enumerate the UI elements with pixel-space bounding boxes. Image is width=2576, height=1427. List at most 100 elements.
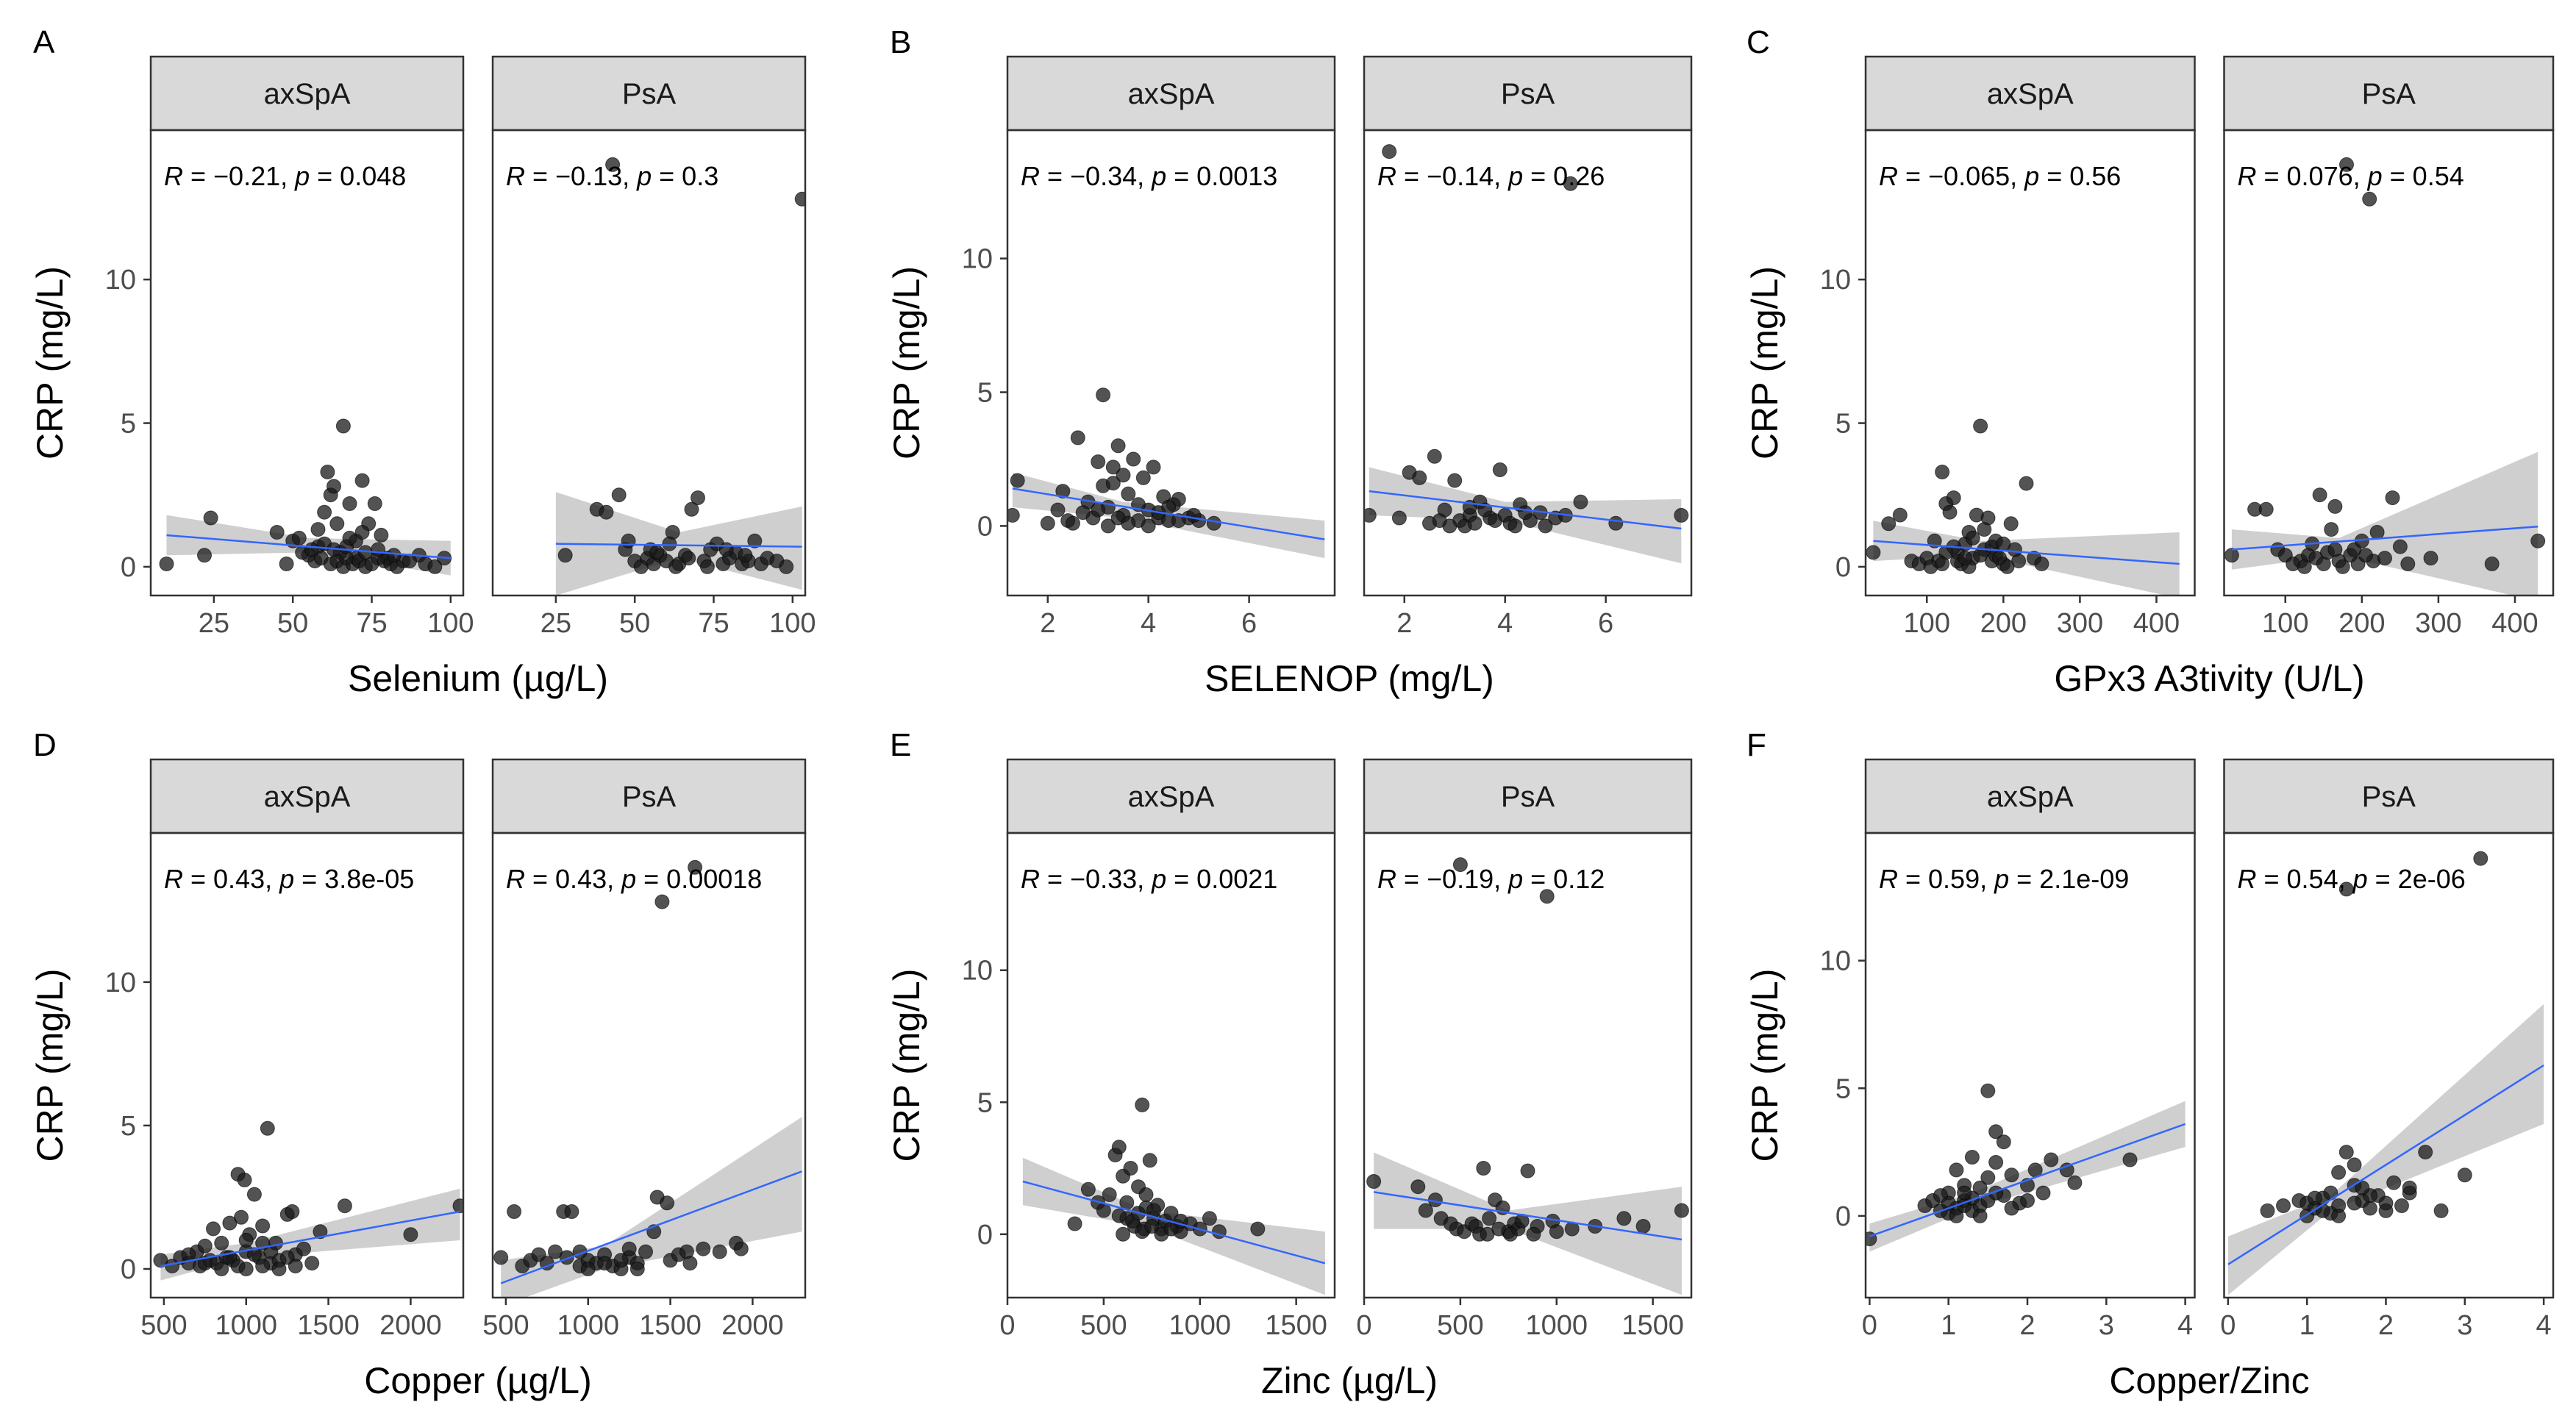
data-point: [1135, 470, 1151, 485]
regression-line: [1022, 1180, 1326, 1265]
facet-b-axspa: axSpA R = −0.34, p = 0.0013 2 4 6: [1006, 55, 1336, 639]
data-point: [1138, 1187, 1154, 1202]
data-point: [2327, 498, 2343, 514]
y-tick-label: 0: [1835, 1201, 1851, 1232]
stat-segment: = −0.21,: [183, 161, 295, 191]
data-point: [304, 542, 319, 557]
data-point: [1091, 454, 1106, 470]
data-point: [1144, 1219, 1160, 1234]
stat-segment: p: [1508, 864, 1523, 894]
data-point: [1091, 502, 1106, 518]
data-point: [660, 1195, 675, 1211]
data-point: [197, 1238, 213, 1253]
y-axis-title: CRP (mg/L): [1744, 968, 1785, 1162]
stat-segment: = 0.3: [652, 161, 718, 191]
correlation-stats: R = 0.43, p = 0.00018: [506, 864, 762, 894]
correlation-stats: R = 0.43, p = 3.8e-05: [164, 864, 414, 894]
facet-strip: [149, 758, 465, 834]
y-axis-title: CRP (mg/L): [886, 266, 927, 459]
data-point: [1480, 1226, 1495, 1242]
data-point: [1549, 1224, 1564, 1240]
data-point: [313, 1224, 328, 1240]
facet-strip: [491, 55, 807, 132]
facet-strip-label: axSpA: [264, 781, 351, 813]
y-tick-label: 5: [1835, 1073, 1851, 1104]
data-point: [1949, 1162, 1964, 1178]
data-point: [2020, 1193, 2035, 1208]
data-point: [1146, 459, 1161, 475]
y-tick-label: 0: [121, 1254, 136, 1285]
x-tick-label: 100: [1904, 608, 1950, 639]
x-tick-label: 4: [2536, 1310, 2552, 1341]
data-point: [2400, 557, 2416, 571]
data-point: [1067, 1216, 1082, 1231]
data-point: [621, 533, 636, 548]
correlation-stats: R = −0.065, p = 0.56: [1879, 161, 2121, 191]
data-point: [1573, 494, 1588, 509]
data-point: [452, 1198, 463, 1214]
data-point: [688, 859, 703, 875]
panel-label-b: B: [890, 24, 911, 60]
stat-segment: = 0.43,: [525, 864, 621, 894]
data-point: [2260, 1203, 2275, 1218]
data-point: [206, 1221, 221, 1237]
y-tick-label: 0: [121, 552, 136, 583]
data-point: [684, 501, 699, 517]
regression-line: [166, 534, 451, 559]
data-point: [629, 1262, 645, 1276]
stat-segment: R: [1377, 161, 1396, 191]
data-point: [1050, 502, 1066, 518]
data-point: [403, 1227, 418, 1242]
x-tick-label: 50: [277, 608, 308, 639]
stat-segment: p: [2024, 161, 2039, 191]
x-tick-label: 200: [2338, 608, 2385, 639]
data-point: [342, 530, 357, 546]
data-point: [2378, 1203, 2394, 1218]
x-tick-label: 0: [1862, 1310, 1877, 1341]
x-tick-label: 2: [2019, 1310, 2035, 1341]
x-tick-label: 1000: [557, 1310, 619, 1341]
data-point: [285, 1204, 300, 1219]
data-point: [1674, 507, 1689, 523]
data-point: [1123, 1161, 1138, 1176]
data-point: [246, 1247, 262, 1262]
data-point: [1996, 1134, 2011, 1150]
data-point: [2385, 490, 2400, 506]
stat-segment: p: [1508, 161, 1523, 191]
data-point: [354, 473, 370, 488]
confidence-ribbon: [2227, 1004, 2544, 1295]
data-point: [1161, 499, 1177, 515]
data-point: [1250, 1221, 1266, 1237]
data-point: [342, 496, 357, 511]
facet-f-axspa: axSpA R = 0.59, p = 2.1e-09 0 1 2 3 4: [1862, 758, 2196, 1341]
data-point: [317, 504, 332, 520]
facet-strip: [2223, 55, 2555, 132]
data-point: [1892, 507, 1908, 523]
stat-segment: p: [1994, 864, 2009, 894]
stat-segment: = 2.1e-09: [2009, 864, 2129, 894]
data-point: [291, 530, 307, 546]
x-axis-title: SELENOP (mg/L): [1205, 658, 1494, 699]
data-point: [1973, 418, 1988, 434]
regression-line: [1369, 490, 1682, 530]
data-point: [682, 1256, 698, 1271]
data-point: [1935, 557, 1950, 571]
data-point: [1964, 1150, 1980, 1165]
data-point: [2067, 1175, 2083, 1190]
facet-strip: [1006, 55, 1336, 132]
data-point: [1973, 548, 1988, 563]
data-point: [1171, 492, 1186, 507]
y-tick-label: 10: [1820, 265, 1851, 296]
data-point: [1075, 505, 1091, 521]
data-point: [237, 1173, 252, 1187]
x-tick-label: 500: [482, 1310, 529, 1341]
regression-line: [160, 1210, 460, 1267]
x-axis-title: Copper/Zinc: [2109, 1360, 2309, 1401]
facet-strip-label: PsA: [622, 78, 677, 110]
facet-a-psa: PsA R = −0.13, p = 0.3 25 50 75 100: [491, 55, 816, 639]
data-point: [1010, 473, 1025, 488]
x-tick-label: 6: [1241, 608, 1257, 639]
data-point: [2473, 851, 2488, 866]
